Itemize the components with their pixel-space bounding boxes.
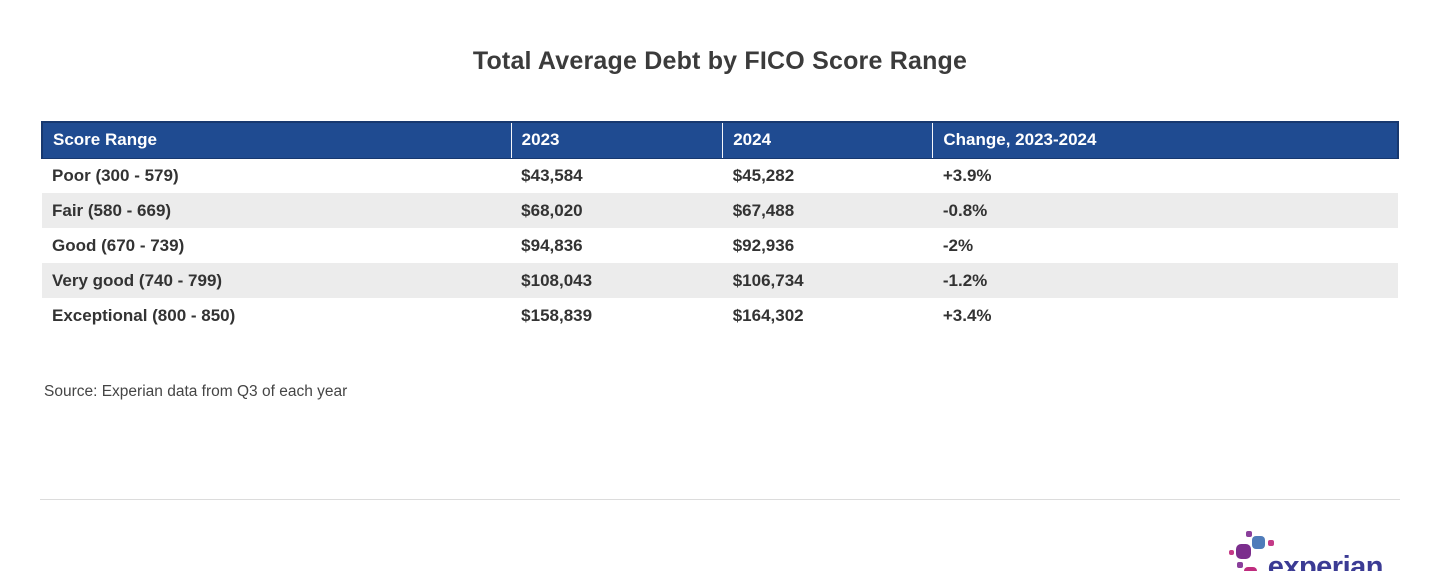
table-row: Fair (580 - 669) $68,020 $67,488 -0.8% [42, 193, 1398, 228]
table-cell: $106,734 [732, 270, 804, 290]
table-cell: $68,020 [521, 200, 583, 220]
table-cell: Poor (300 - 579) [52, 165, 179, 185]
table-cell: -0.8% [942, 200, 988, 220]
column-header-1: Score Range [40, 121, 512, 159]
logo-dot-magenta-small-topright-icon [1267, 540, 1274, 546]
table-cell: +3.9% [942, 165, 992, 185]
table-cell: $43,584 [521, 165, 583, 185]
divider-line [40, 499, 1400, 500]
table-cell: $94,836 [521, 235, 583, 255]
logo-dot-magenta-small-left-icon [1228, 550, 1234, 555]
table-row: Exceptional (800 - 850) $158,839 $164,302 +… [42, 298, 1398, 333]
table-cell: +3.4% [942, 305, 992, 325]
table-cell: $45,282 [732, 165, 795, 185]
debt-by-fico-table: Score Range 2023 2024 Change, 2023-2024 Poo… [40, 121, 1400, 333]
table-row: Poor (300 - 579) $43,584 $45,282 +3.9% [42, 158, 1398, 193]
logo-dot-purple-small-top-icon [1245, 531, 1252, 537]
page-title: Total Average Debt by FICO Score Range [472, 47, 968, 75]
table-cell: $67,488 [732, 200, 795, 220]
logo-square-blue-icon [1251, 536, 1265, 549]
table-head: Score Range 2023 2024 Change, 2023-2024 [40, 121, 1400, 159]
table-header-row: Score Range 2023 2024 Change, 2023-2024 [40, 121, 1400, 159]
logo-square-purple-icon [1235, 544, 1251, 559]
table-cell: $164,302 [732, 305, 804, 325]
table-row: Good (670 - 739) $94,836 $92,936 -2% [42, 228, 1398, 263]
column-header-2: 2023 [510, 121, 723, 159]
table-cell: $92,936 [732, 235, 795, 255]
page: Total Average Debt by FICO Score Range S… [0, 47, 1440, 571]
experian-logo: experian ™ [1228, 528, 1392, 571]
table-cell: Very good (740 - 799) [52, 270, 223, 290]
table-cell: $158,839 [521, 305, 593, 325]
table-body: Poor (300 - 579) $43,584 $45,282 +3.9% Fair … [42, 158, 1398, 333]
experian-logo-mark-icon [1228, 530, 1274, 571]
column-header-3: 2024 [722, 121, 933, 159]
table-cell: Exceptional (800 - 850) [52, 305, 236, 325]
table-cell: Good (670 - 739) [52, 235, 185, 255]
table-cell: -1.2% [942, 270, 988, 290]
table-cell: $108,043 [521, 270, 593, 290]
column-header-4: Change, 2023-2024 [932, 121, 1400, 159]
table-cell: Fair (580 - 669) [52, 200, 172, 220]
logo-dot-purple-small-mid-icon [1236, 562, 1243, 568]
source-note: Source: Experian data from Q3 of each ye… [44, 383, 348, 400]
table-row: Very good (740 - 799) $108,043 $106,734 -1.… [42, 263, 1398, 298]
table-cell: -2% [942, 235, 974, 255]
logo-square-magenta-icon [1243, 567, 1257, 571]
experian-logo-text: experian [1267, 551, 1384, 571]
